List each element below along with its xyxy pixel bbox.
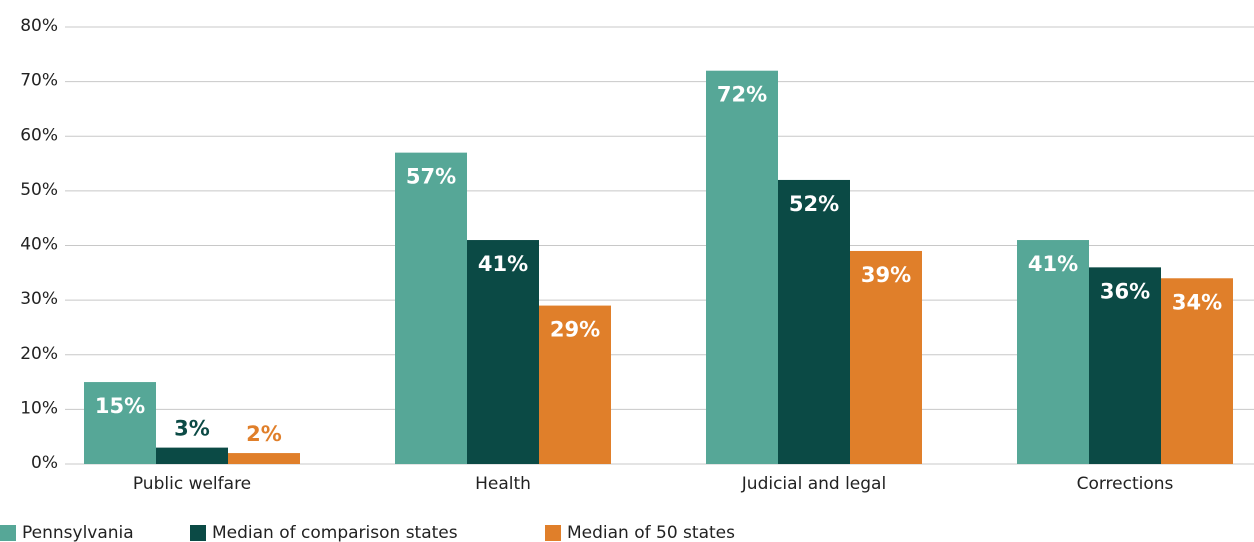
bar [1161,278,1233,464]
legend-swatch [0,525,16,541]
bar [850,250,922,464]
x-tick-label: Health [475,474,531,494]
legend-swatch [190,525,206,541]
y-tick-label: 20% [20,344,58,364]
value-label: 72% [717,83,767,107]
value-label: 34% [1172,290,1222,314]
bar [706,70,778,464]
x-tick-label: Judicial and legal [741,474,886,494]
x-tick-label: Corrections [1077,474,1174,494]
y-tick-label: 30% [20,289,58,309]
legend-label: Median of comparison states [212,523,458,542]
value-label: 41% [1028,252,1078,276]
y-tick-label: 0% [31,453,58,473]
y-tick-label: 60% [20,125,58,145]
bar [1017,240,1089,464]
value-label: 3% [174,417,210,441]
bar [778,179,850,464]
bar [228,453,300,464]
legend-label: Pennsylvania [22,523,134,542]
value-label: 36% [1100,279,1150,303]
legend-swatch [545,525,561,541]
bar [467,240,539,464]
value-label: 57% [406,165,456,189]
y-tick-label: 40% [20,235,58,255]
y-tick-label: 50% [20,180,58,200]
bar [84,382,156,464]
value-label: 15% [95,394,145,418]
bar [539,305,611,464]
x-tick-label: Public welfare [133,474,251,494]
value-label: 29% [550,318,600,342]
legend-label: Median of 50 states [567,523,735,542]
y-tick-label: 70% [20,71,58,91]
value-label: 2% [246,422,282,446]
value-label: 52% [789,192,839,216]
bar [395,152,467,464]
y-tick-label: 80% [20,16,58,36]
value-label: 41% [478,252,528,276]
value-label: 39% [861,263,911,287]
y-tick-label: 10% [20,398,58,418]
bar [156,447,228,464]
bar [1089,267,1161,464]
